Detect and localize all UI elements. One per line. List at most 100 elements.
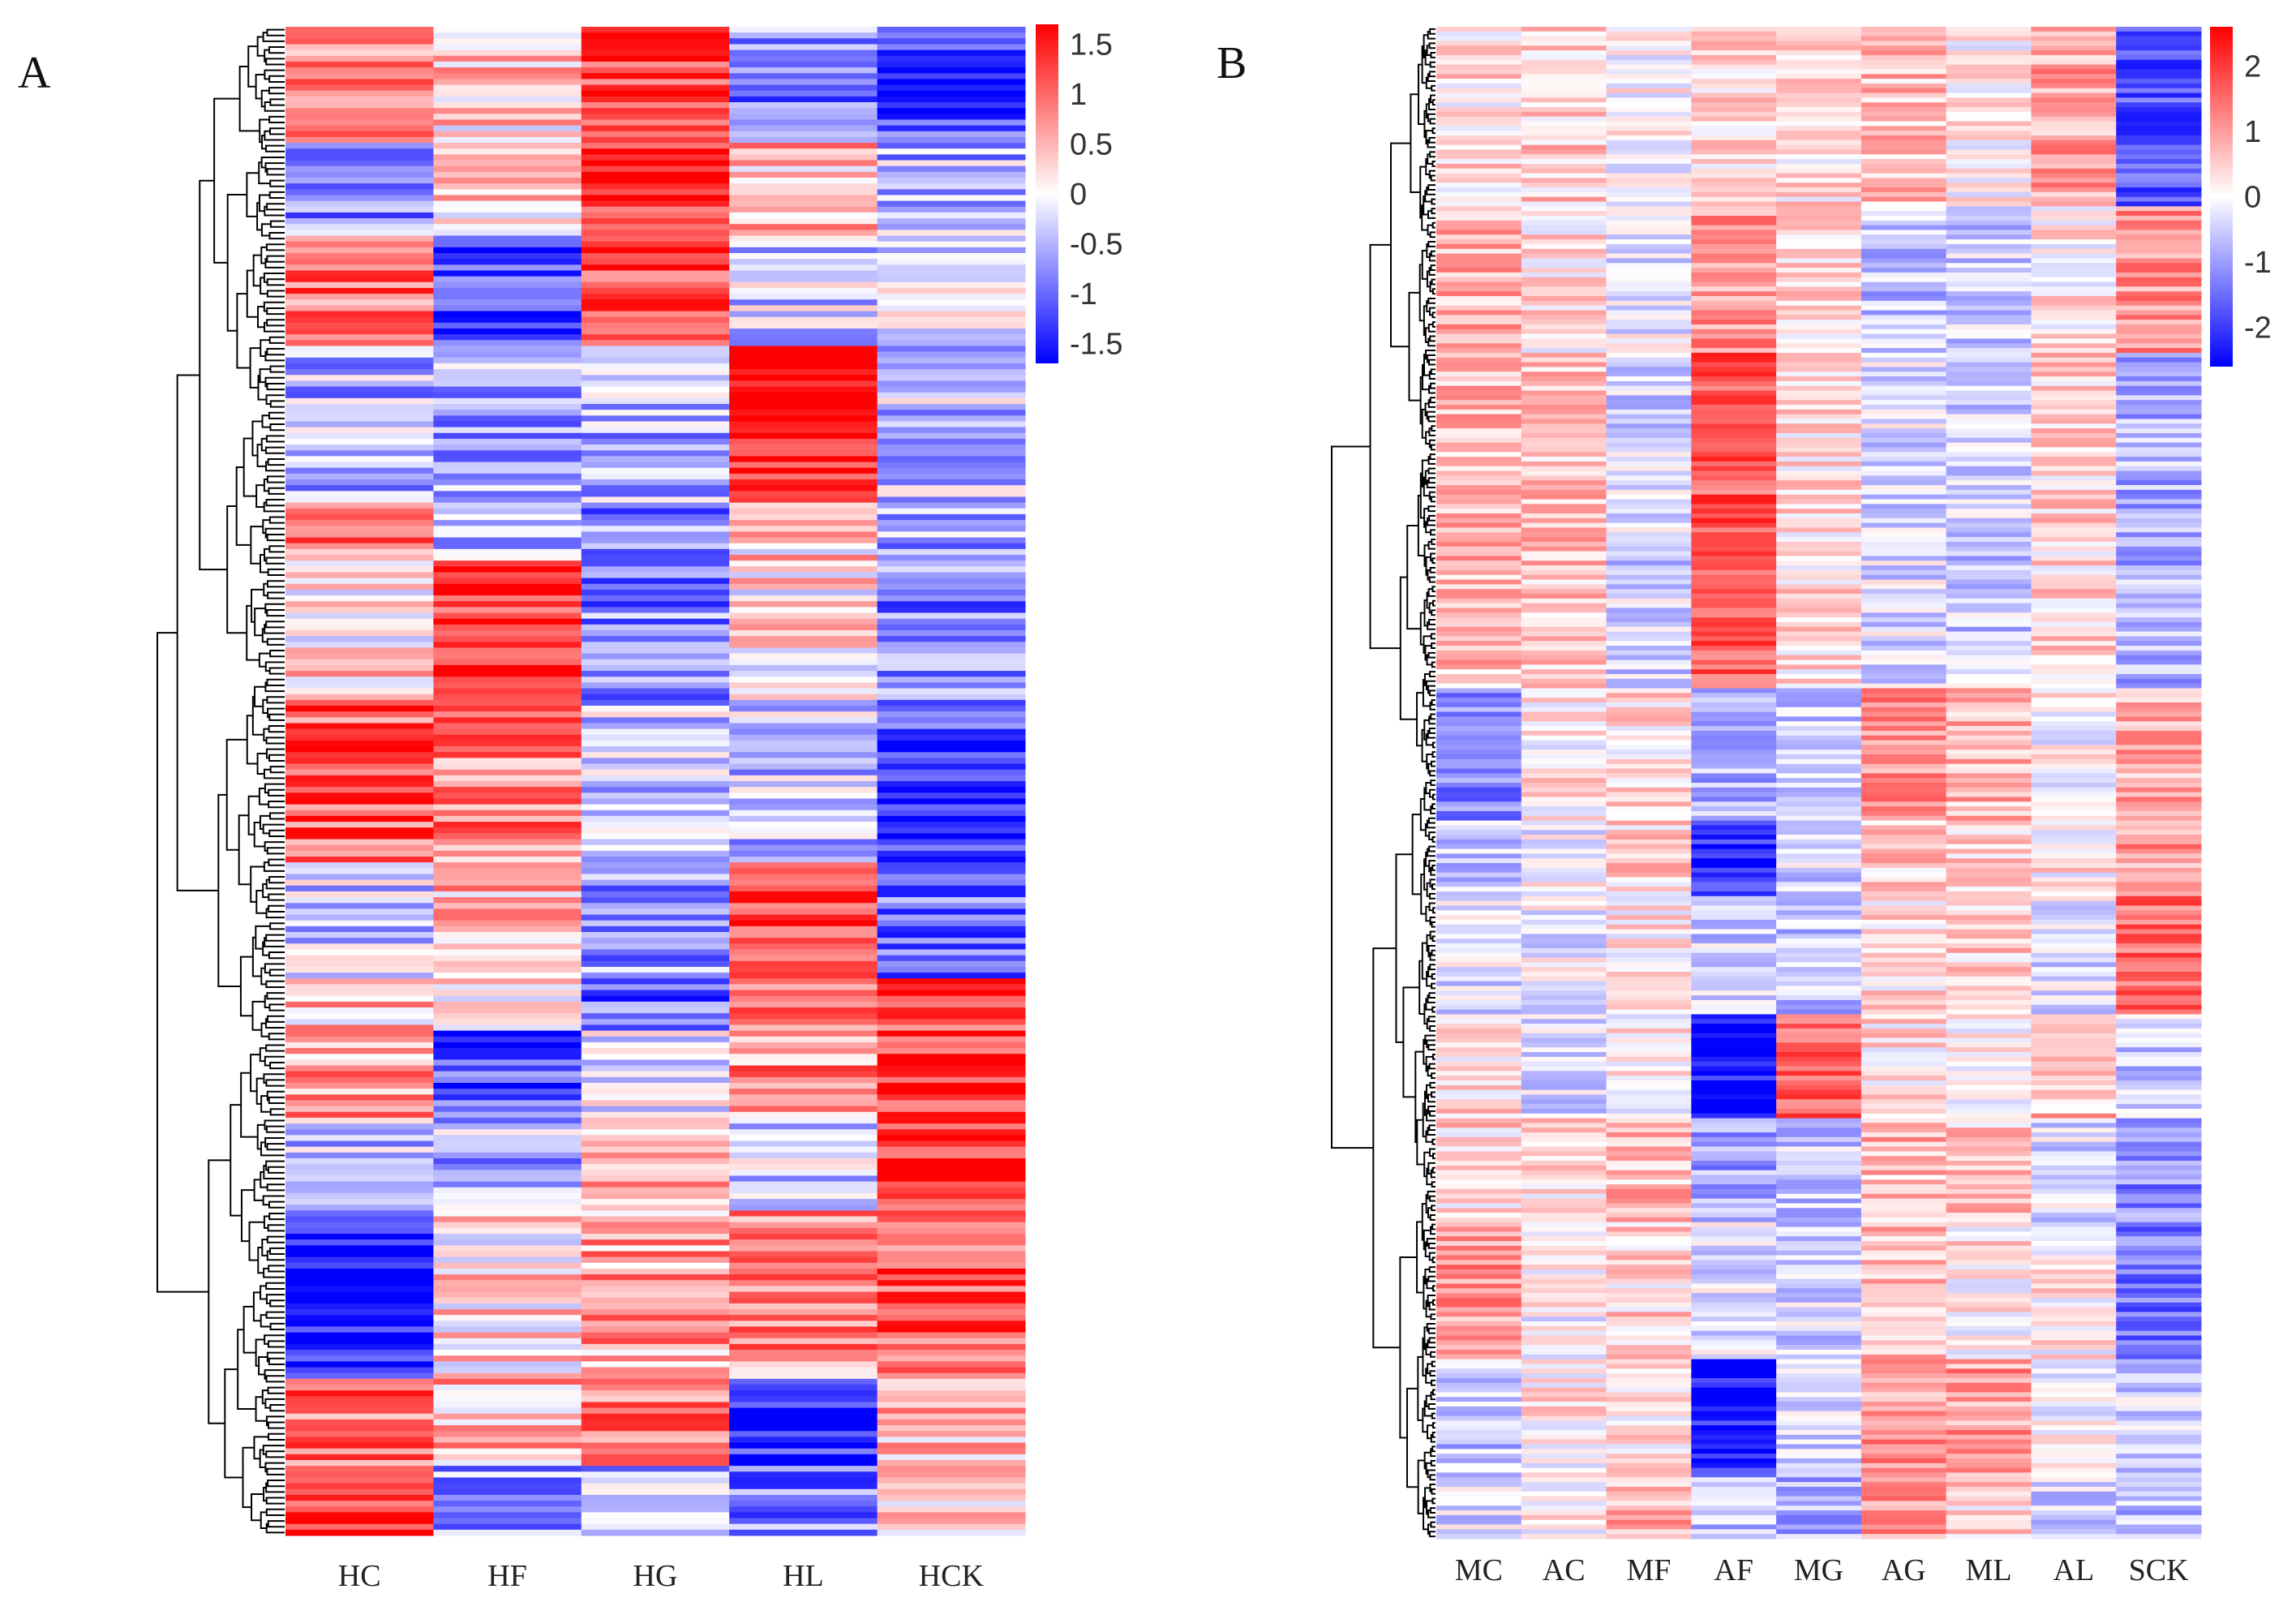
- heatmap-cell: [729, 351, 878, 359]
- heatmap-cell: [1521, 1491, 1607, 1497]
- heatmap-cell: [1776, 1486, 1862, 1492]
- heatmap-cell: [1436, 1208, 1522, 1213]
- heatmap-cell: [2116, 608, 2202, 613]
- heatmap-cell: [1860, 494, 1947, 500]
- column-label: HC: [338, 1559, 381, 1593]
- heatmap-cell: [1860, 277, 1947, 283]
- heatmap-cell: [1691, 437, 1777, 444]
- heatmap-cell: [1521, 778, 1607, 784]
- heatmap-cell: [877, 995, 1026, 1003]
- heatmap-cell: [1521, 976, 1607, 982]
- heatmap-cell: [581, 415, 730, 422]
- heatmap-cell: [877, 1402, 1026, 1409]
- heatmap-cell: [2116, 1076, 2202, 1081]
- heatmap-cell: [1946, 1373, 2032, 1379]
- heatmap-cell: [1946, 191, 2032, 198]
- heatmap-cell: [1436, 745, 1522, 750]
- heatmap-cell: [1776, 938, 1862, 944]
- heatmap-cell: [1436, 1397, 1522, 1402]
- heatmap-cell: [2116, 891, 2202, 897]
- heatmap-cell: [1606, 1156, 1692, 1162]
- heatmap-cell: [2031, 405, 2117, 410]
- heatmap-cell: [1436, 773, 1522, 779]
- heatmap-cell: [1946, 1222, 2032, 1228]
- heatmap-cell: [1606, 88, 1692, 94]
- heatmap-cell: [1521, 1037, 1607, 1043]
- heatmap-cell: [2031, 41, 2117, 46]
- heatmap-cell: [1606, 1283, 1692, 1289]
- heatmap-cell: [2031, 494, 2117, 500]
- heatmap-cell: [285, 688, 434, 695]
- heatmap-cell: [1776, 1193, 1862, 1200]
- heatmap-cell: [1860, 1449, 1947, 1454]
- heatmap-cell: [1436, 801, 1522, 807]
- heatmap-cell: [729, 949, 878, 956]
- heatmap-cell: [2031, 707, 2117, 713]
- heatmap-cell: [433, 183, 582, 190]
- heatmap-cell: [2031, 565, 2117, 571]
- heatmap-cell: [1946, 50, 2032, 56]
- heatmap-cell: [2031, 296, 2117, 302]
- heatmap-cell: [2116, 1368, 2202, 1374]
- heatmap-cell: [1606, 343, 1692, 349]
- heatmap-cell: [1691, 735, 1777, 741]
- heatmap-cell: [729, 67, 878, 74]
- heatmap-cell: [2116, 749, 2202, 755]
- heatmap-cell: [1606, 740, 1692, 745]
- heatmap-cell: [2116, 678, 2202, 685]
- heatmap-cell: [1691, 1312, 1777, 1317]
- heatmap-cell: [1946, 1297, 2032, 1304]
- heatmap-cell: [2031, 1076, 2117, 1081]
- heatmap-cell: [729, 1175, 878, 1183]
- heatmap-cell: [1606, 362, 1692, 367]
- heatmap-cell: [729, 583, 878, 591]
- heatmap-cell: [1606, 783, 1692, 788]
- heatmap-cell: [433, 171, 582, 178]
- heatmap-cell: [2031, 972, 2117, 977]
- heatmap-cell: [1606, 50, 1692, 56]
- heatmap-cell: [433, 1471, 582, 1478]
- heatmap-cell: [2116, 589, 2202, 595]
- heatmap-cell: [2031, 537, 2117, 543]
- heatmap-cell: [1860, 698, 1947, 703]
- heatmap-cell: [1946, 457, 2032, 462]
- heatmap-cell: [1691, 669, 1777, 675]
- heatmap-cell: [1860, 144, 1947, 150]
- heatmap-cell: [2116, 239, 2202, 245]
- heatmap-cell: [2116, 863, 2202, 869]
- heatmap-cell: [2031, 882, 2117, 887]
- heatmap-cell: [877, 1506, 1026, 1513]
- heatmap-cell: [1436, 730, 1522, 737]
- heatmap-cell: [2031, 173, 2117, 178]
- heatmap-cell: [285, 473, 434, 480]
- heatmap-cell: [1776, 972, 1862, 977]
- heatmap-cell: [2031, 981, 2117, 986]
- heatmap-cell: [877, 1205, 1026, 1211]
- heatmap-cell: [2116, 858, 2202, 864]
- heatmap-cell: [729, 73, 878, 79]
- heatmap-cell: [1436, 348, 1522, 354]
- heatmap-cell: [877, 96, 1026, 103]
- heatmap-cell: [1606, 1146, 1692, 1152]
- heatmap-cell: [1860, 1042, 1947, 1048]
- heatmap-cell: [1691, 678, 1777, 685]
- heatmap-cell: [729, 346, 878, 353]
- heatmap-cell: [1776, 1330, 1862, 1337]
- heatmap-cell: [581, 1007, 730, 1014]
- heatmap-cell: [1436, 1241, 1522, 1247]
- heatmap-cell: [1436, 187, 1522, 193]
- heatmap-cell: [2031, 248, 2117, 255]
- heatmap-cell: [1946, 754, 2032, 760]
- heatmap-cell: [1436, 1359, 1522, 1364]
- heatmap-cell: [285, 1442, 434, 1450]
- heatmap-cell: [2116, 612, 2202, 618]
- heatmap-cell: [2116, 1514, 2202, 1521]
- heatmap-cell: [1691, 565, 1777, 571]
- heatmap-cell: [877, 491, 1026, 497]
- heatmap-cell: [1691, 551, 1777, 556]
- heatmap-cell: [1691, 641, 1777, 646]
- heatmap-cell: [1606, 887, 1692, 892]
- heatmap-cell: [1606, 972, 1692, 977]
- heatmap-cell: [1521, 428, 1607, 434]
- heatmap-cell: [1606, 678, 1692, 685]
